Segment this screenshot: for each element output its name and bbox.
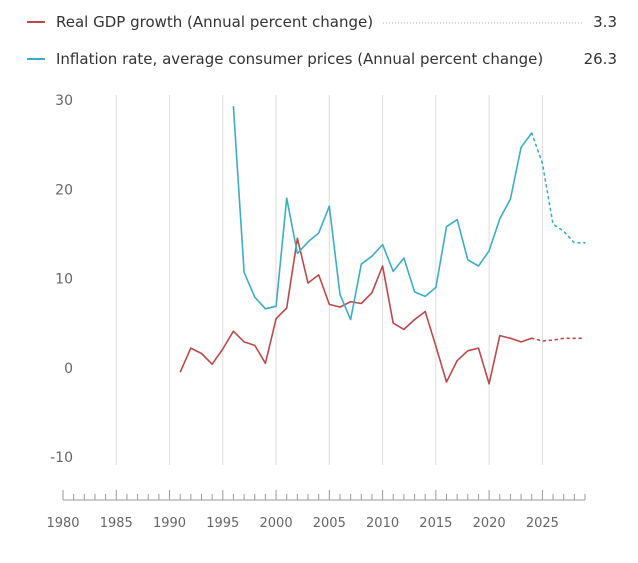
legend-latest-value: 26.3 (584, 50, 617, 68)
legend-label: Inflation rate, average consumer prices … (56, 50, 543, 68)
y-tick-label: -10 (50, 450, 73, 466)
x-tick-label: 2020 (473, 516, 506, 531)
y-tick-label: 20 (55, 182, 73, 198)
y-axis: 30 20 10 0 -10 (50, 93, 73, 466)
x-tick-label: 2015 (419, 516, 452, 531)
legend-label: Real GDP growth (Annual percent change) (56, 13, 373, 31)
legend-entry: Inflation rate, average consumer prices … (27, 50, 617, 68)
legend: Real GDP growth (Annual percent change) 3… (27, 13, 617, 68)
series-forecast-line (530, 132, 586, 244)
plot-lines (179, 106, 586, 385)
x-tick-label: 2025 (526, 516, 559, 531)
y-tick-label: 0 (64, 361, 73, 377)
series-forecast-line (530, 337, 586, 342)
x-tick-label: 1985 (100, 516, 133, 531)
x-tick-label: 2010 (366, 516, 399, 531)
series-line (232, 106, 533, 321)
x-tick-label: 2005 (313, 516, 346, 531)
grid (115, 95, 543, 465)
x-tick-label: 1990 (153, 516, 186, 531)
x-tick-label: 2000 (260, 516, 293, 531)
legend-entry: Real GDP growth (Annual percent change) 3… (27, 13, 617, 31)
x-tick-label: 1995 (206, 516, 239, 531)
y-tick-label: 30 (55, 93, 73, 109)
x-axis: 1980 1985 1990 1995 2000 2005 2010 2015 2020 2025 (46, 490, 586, 531)
series-line (179, 237, 532, 385)
legend-latest-value: 3.3 (593, 13, 617, 31)
x-tick-label: 1980 (46, 516, 79, 531)
y-tick-label: 10 (55, 272, 73, 288)
